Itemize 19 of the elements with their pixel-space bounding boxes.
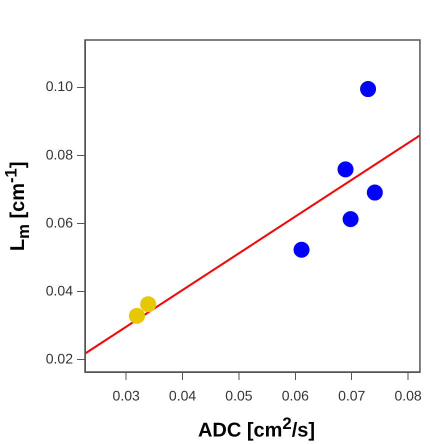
x-tick-label: 0.06 xyxy=(282,387,310,404)
point xyxy=(342,211,359,228)
point xyxy=(294,242,310,258)
y-tick-label: 0.02 xyxy=(46,350,74,367)
y-tick-label: 0.08 xyxy=(46,146,74,162)
point xyxy=(366,184,383,201)
x-tick-label: 0.07 xyxy=(338,387,366,404)
point xyxy=(338,161,354,178)
x-tick-label: 0.08 xyxy=(394,387,422,404)
y-tick-label: 0.04 xyxy=(46,282,74,298)
point xyxy=(140,296,156,312)
x-axis-title: ADC [cm$^{2}$/s] xyxy=(196,414,316,443)
y-tick-label: 0.06 xyxy=(46,214,74,230)
point xyxy=(128,308,145,324)
x-tick-label: 0.03 xyxy=(112,387,140,404)
x-tick-label: 0.05 xyxy=(225,387,253,404)
y-tick-label: 0.10 xyxy=(46,78,74,94)
x-tick-label: 0.04 xyxy=(168,387,196,404)
point xyxy=(360,81,376,98)
